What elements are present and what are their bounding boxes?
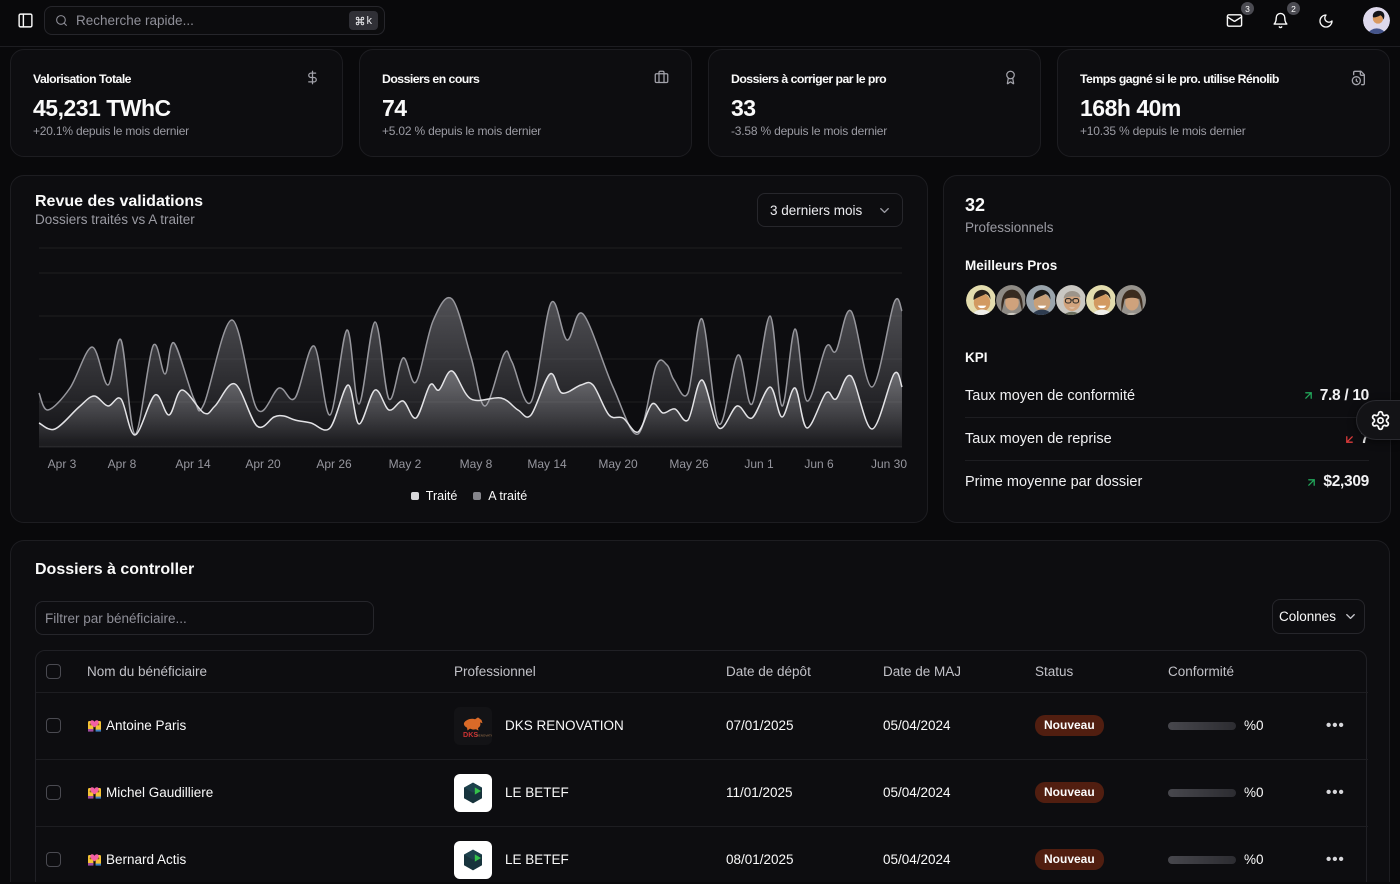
svg-text:DKS: DKS (463, 730, 478, 739)
svg-text:RENOVATION: RENOVATION (476, 733, 492, 737)
